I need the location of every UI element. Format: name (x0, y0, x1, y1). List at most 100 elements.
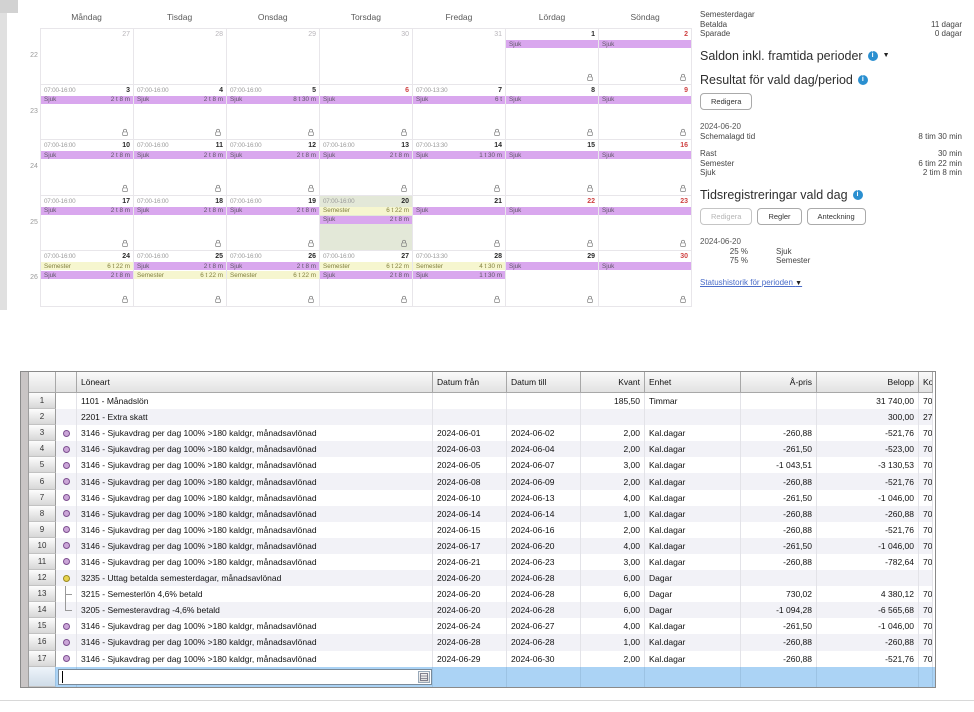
cell-kvant[interactable]: 6,00 (581, 570, 645, 587)
cell-konto[interactable]: 701 (919, 505, 933, 522)
table-row[interactable]: 10 3146 - Sjukavdrag per dag 100% >180 ka… (29, 537, 935, 554)
table-row[interactable]: 6 3146 - Sjukavdrag per dag 100% >180 kal… (29, 473, 935, 490)
cell-datum-fran[interactable]: 2024-06-03 (433, 441, 507, 458)
cell-belopp[interactable]: -521,76 (817, 521, 919, 538)
entry-bar-sjuk[interactable]: Sjuk (599, 95, 691, 104)
note-button[interactable]: Anteckning (806, 207, 866, 225)
table-row[interactable]: 13 3215 - Semesterlön 4,6% betald 2024-06-… (29, 586, 935, 603)
entry-bar-sjuk[interactable]: Sjuk (320, 95, 412, 104)
cell-apris[interactable]: -260,88 (741, 521, 817, 538)
cell-datum-fran[interactable]: 2024-06-28 (433, 634, 507, 651)
table-row[interactable]: 7 3146 - Sjukavdrag per dag 100% >180 kal… (29, 489, 935, 506)
cell-loneart[interactable]: 3146 - Sjukavdrag per dag 100% >180 kald… (77, 425, 433, 442)
cell-enhet[interactable]: Kal.dagar (645, 650, 741, 667)
cell-datum-fran[interactable]: 2024-06-14 (433, 505, 507, 522)
entry-bar-sjuk[interactable]: Sjuk 2 t 8 m (320, 271, 412, 279)
day-cell-10[interactable]: 07:00-16:00 10 Sjuk 2 t 8 m (41, 140, 134, 196)
saldon-heading[interactable]: Saldon inkl. framtida perioder i ▼ (700, 49, 962, 63)
day-cell-14[interactable]: 07:00-13:30 14 Sjuk 1 t 30 m (413, 140, 506, 196)
cell-datum-fran[interactable]: 2024-06-05 (433, 457, 507, 474)
day-cell-3[interactable]: 07:00-16:00 3 Sjuk 2 t 8 m (41, 84, 134, 140)
header-Belopp[interactable]: Belopp (817, 372, 919, 393)
day-cell-29[interactable]: 29 Sjuk (506, 251, 599, 307)
cell-kvant[interactable]: 6,00 (581, 602, 645, 619)
info-icon[interactable]: i (852, 189, 863, 200)
row-number[interactable]: 16 (29, 634, 56, 651)
day-cell-19[interactable]: 07:00-16:00 19 Sjuk 2 t 8 m (227, 195, 320, 251)
cell-apris[interactable]: -1 094,28 (741, 602, 817, 619)
entry-bar-sjuk[interactable]: Sjuk (599, 262, 691, 270)
row-number[interactable]: 12 (29, 570, 56, 587)
entry-bar-sjuk[interactable]: Sjuk 2 t 8 m (134, 95, 226, 104)
cell-datum-till[interactable]: 2024-06-27 (507, 618, 581, 635)
cell-kvant[interactable]: 4,00 (581, 618, 645, 635)
cell-datum-till[interactable]: 2024-06-02 (507, 425, 581, 442)
info-icon[interactable]: i (857, 74, 868, 85)
day-cell-23[interactable]: 23 Sjuk (599, 195, 692, 251)
header-Enhet[interactable]: Enhet (645, 372, 741, 393)
day-cell-28[interactable]: 28 (134, 29, 227, 85)
entry-bar-sjuk[interactable]: Sjuk 2 t 8 m (227, 151, 319, 159)
entry-bar-sjuk[interactable]: Sjuk (506, 95, 598, 104)
entry-bar-semester[interactable]: Semester 4 t 30 m (413, 262, 505, 270)
row-number[interactable]: 3 (29, 425, 56, 442)
cell-kvant[interactable]: 6,00 (581, 586, 645, 603)
cell-apris[interactable]: 730,02 (741, 586, 817, 603)
cell-datum-till[interactable]: 2024-06-14 (507, 505, 581, 522)
entry-bar-sjuk[interactable]: Sjuk 1 t 30 m (413, 271, 505, 279)
cell-loneart[interactable]: 3146 - Sjukavdrag per dag 100% >180 kald… (77, 489, 433, 506)
cell-datum-fran[interactable]: 2024-06-21 (433, 553, 507, 571)
row-number[interactable]: 6 (29, 473, 56, 490)
entry-bar-sjuk[interactable]: Sjuk (506, 40, 598, 48)
row-number[interactable]: 14 (29, 602, 56, 619)
cell-datum-till[interactable]: 2024-06-16 (507, 521, 581, 538)
table-row[interactable]: 14 3205 - Semesteravdrag -4,6% betald 2024… (29, 602, 935, 619)
entry-bar-sjuk[interactable]: Sjuk 2 t 8 m (41, 206, 133, 215)
cell-datum-till[interactable] (507, 393, 581, 410)
cell-belopp[interactable]: -521,76 (817, 650, 919, 667)
cell-datum-fran[interactable] (433, 409, 507, 426)
row-number[interactable]: 17 (29, 650, 56, 667)
cell-konto[interactable]: 701 (919, 553, 933, 571)
cell-kvant[interactable]: 2,00 (581, 441, 645, 458)
cell-enhet[interactable]: Kal.dagar (645, 521, 741, 538)
cell-datum-fran[interactable] (433, 393, 507, 410)
cell-enhet[interactable]: Kal.dagar (645, 537, 741, 554)
cell-kvant[interactable]: 1,00 (581, 634, 645, 651)
entry-bar-sjuk[interactable]: Sjuk (506, 262, 598, 270)
table-row[interactable]: 16 3146 - Sjukavdrag per dag 100% >180 ka… (29, 634, 935, 651)
cell-konto[interactable]: 701 (919, 393, 933, 410)
entry-bar-sjuk[interactable]: Sjuk 2 t 8 m (41, 95, 133, 104)
cell-datum-till[interactable]: 2024-06-23 (507, 553, 581, 571)
cell-datum-till[interactable]: 2024-06-28 (507, 586, 581, 603)
cell-kvant[interactable]: 1,00 (581, 505, 645, 522)
day-cell-22[interactable]: 22 Sjuk (506, 195, 599, 251)
entry-bar-semester[interactable]: Semester 6 t 22 m (320, 206, 412, 215)
cell-kvant[interactable]: 2,00 (581, 425, 645, 442)
cell-belopp[interactable]: -1 046,00 (817, 537, 919, 554)
cell-enhet[interactable]: Kal.dagar (645, 473, 741, 490)
cell-konto[interactable]: 701 (919, 489, 933, 506)
day-cell-6[interactable]: 6 Sjuk (320, 84, 413, 140)
day-cell-30[interactable]: 30 (320, 29, 413, 85)
cell-konto[interactable]: 701 (919, 537, 933, 554)
cell-kvant[interactable]: 4,00 (581, 537, 645, 554)
cell-datum-till[interactable]: 2024-06-28 (507, 602, 581, 619)
cell-loneart[interactable]: 3146 - Sjukavdrag per dag 100% >180 kald… (77, 537, 433, 554)
header-Datum från[interactable]: Datum från (433, 372, 507, 393)
day-cell-4[interactable]: 07:00-16:00 4 Sjuk 2 t 8 m (134, 84, 227, 140)
cell-enhet[interactable]: Kal.dagar (645, 634, 741, 651)
entry-bar-sjuk[interactable]: Sjuk (506, 206, 598, 215)
cell-datum-fran[interactable]: 2024-06-20 (433, 586, 507, 603)
day-cell-9[interactable]: 9 Sjuk (599, 84, 692, 140)
entry-bar-sjuk[interactable]: Sjuk 2 t 8 m (134, 262, 226, 270)
row-number[interactable]: 7 (29, 489, 56, 506)
table-row[interactable]: 17 3146 - Sjukavdrag per dag 100% >180 ka… (29, 650, 935, 667)
cell-konto[interactable]: 701 (919, 634, 933, 651)
cell-enhet[interactable]: Kal.dagar (645, 505, 741, 522)
day-cell-26[interactable]: 07:00-16:00 26 Sjuk 2 t 8 m Semester 6 t 22 m (227, 251, 320, 307)
row-number[interactable]: 5 (29, 457, 56, 474)
cell-datum-fran[interactable]: 2024-06-15 (433, 521, 507, 538)
cell-konto[interactable]: 701 (919, 521, 933, 538)
cell-apris[interactable]: -260,88 (741, 425, 817, 442)
